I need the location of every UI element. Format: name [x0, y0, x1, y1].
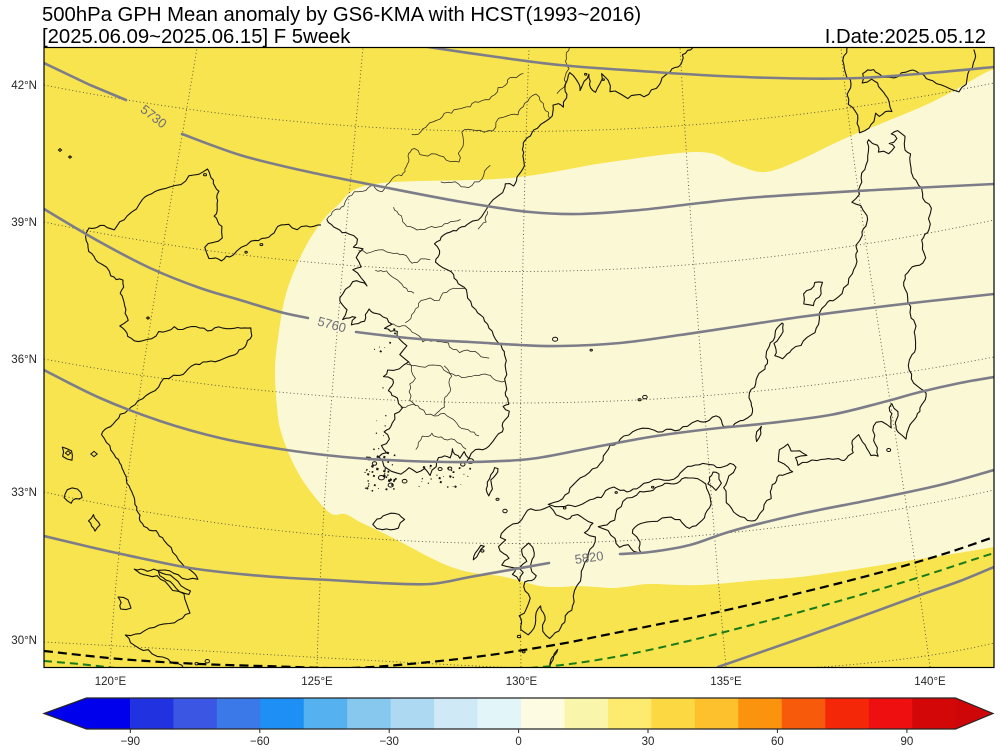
svg-text:0: 0	[515, 736, 521, 748]
svg-text:5760: 5760	[316, 313, 348, 335]
svg-text:I.Date:2025.05.12: I.Date:2025.05.12	[825, 26, 986, 48]
svg-text:500hPa GPH Mean anomaly by GS6: 500hPa GPH Mean anomaly by GS6-KMA with …	[42, 4, 641, 26]
svg-text:−30: −30	[379, 736, 399, 748]
svg-text:33°N: 33°N	[11, 487, 37, 499]
svg-text:−60: −60	[250, 736, 270, 748]
svg-text:36°N: 36°N	[11, 354, 37, 366]
svg-text:42°N: 42°N	[11, 80, 37, 92]
svg-text:5820: 5820	[574, 548, 605, 567]
svg-text:30: 30	[642, 736, 655, 748]
svg-text:135°E: 135°E	[710, 676, 742, 688]
svg-text:120°E: 120°E	[95, 676, 127, 688]
svg-text:60: 60	[771, 736, 784, 748]
svg-text:90: 90	[901, 736, 914, 748]
svg-text:−90: −90	[121, 736, 141, 748]
svg-text:[2025.06.09~2025.06.15] F 5wee: [2025.06.09~2025.06.15] F 5week	[42, 26, 351, 48]
svg-text:130°E: 130°E	[506, 676, 538, 688]
svg-text:30°N: 30°N	[11, 635, 37, 647]
svg-text:140°E: 140°E	[914, 676, 946, 688]
svg-text:125°E: 125°E	[301, 676, 333, 688]
svg-text:39°N: 39°N	[11, 217, 37, 229]
